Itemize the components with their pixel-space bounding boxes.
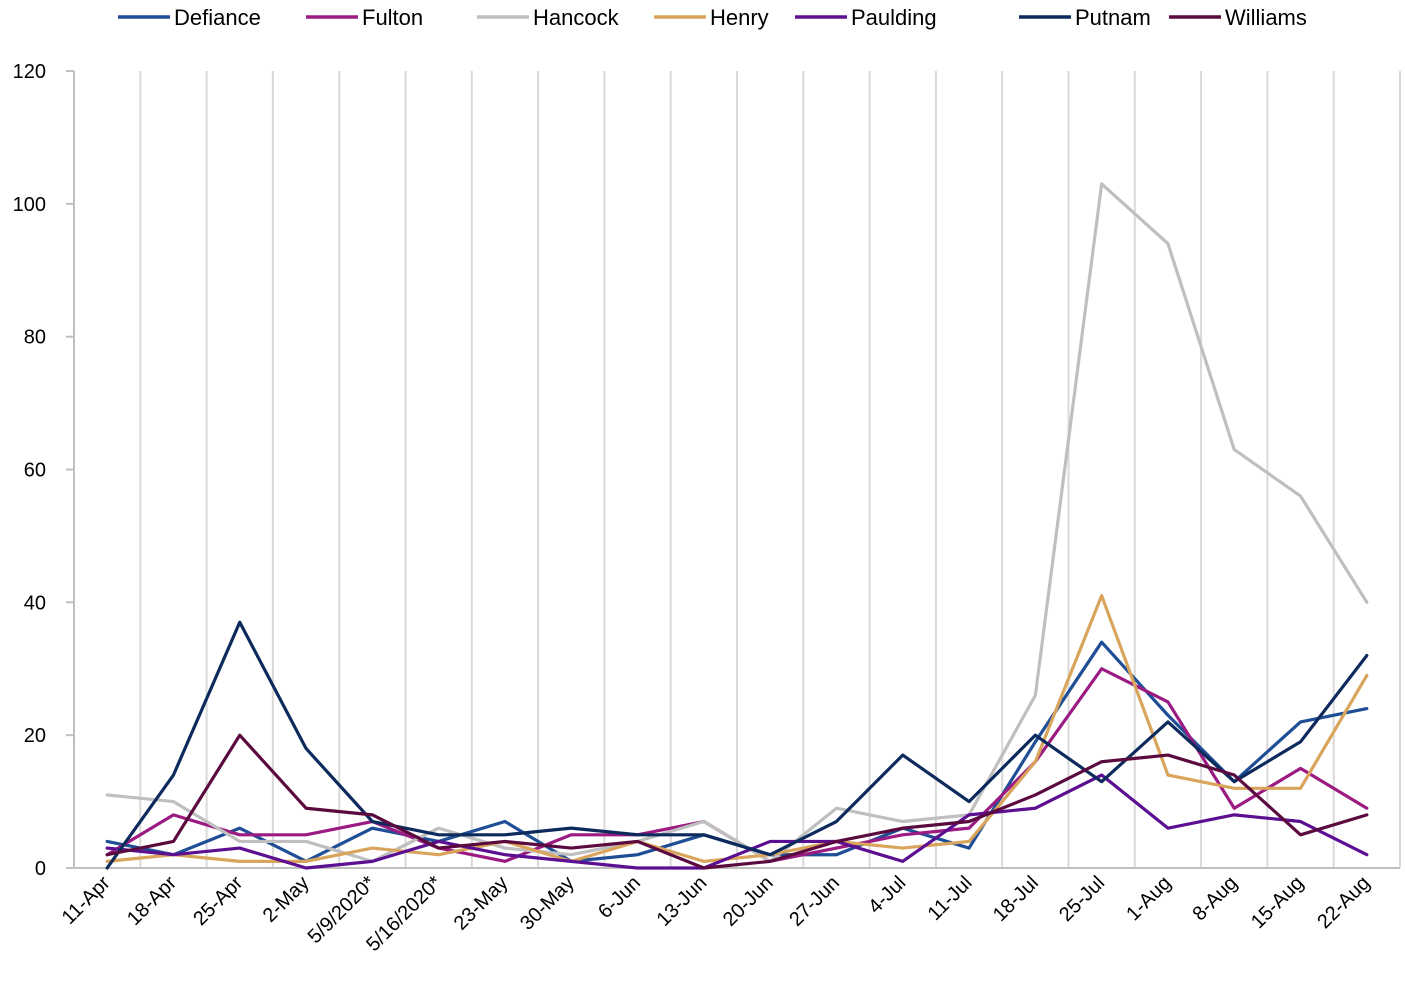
x-tick-label: 11-Apr <box>58 872 115 929</box>
series-line-paulding <box>105 773 1369 870</box>
legend-item-paulding[interactable]: Paulding <box>795 5 937 30</box>
y-tick-label: 80 <box>24 327 46 349</box>
x-tick-label: 15-Aug <box>1247 872 1308 933</box>
legend-item-henry[interactable]: Henry <box>654 5 769 30</box>
x-tick-label: 23-May <box>450 872 513 935</box>
y-tick-label: 120 <box>13 61 46 83</box>
legend-label: Williams <box>1225 5 1307 30</box>
x-tick-label: 25-Jul <box>1055 872 1109 926</box>
legend: Defiance Fulton Hancock Henry Paulding Putnam… <box>118 5 1307 30</box>
legend-item-defiance[interactable]: Defiance <box>118 5 261 30</box>
x-tick-label: 30-May <box>516 872 579 935</box>
x-tick-label: 1-Aug <box>1122 872 1175 925</box>
series-line-williams <box>105 733 1369 870</box>
y-tick-label: 60 <box>24 460 46 482</box>
x-tick-label: 11-Jul <box>924 872 977 925</box>
y-tick-label: 100 <box>13 194 46 216</box>
legend-label: Defiance <box>174 5 261 30</box>
y-tick-label: 0 <box>35 858 46 880</box>
legend-item-williams[interactable]: Williams <box>1169 5 1307 30</box>
x-tick-label: 13-Jun <box>653 872 712 931</box>
legend-label: Paulding <box>851 5 937 30</box>
x-tick-label: 4-Jul <box>864 872 910 918</box>
x-tick-label: 18-Jul <box>989 872 1043 926</box>
x-tick-label: 8-Aug <box>1188 872 1241 925</box>
series-line-henry <box>105 594 1369 863</box>
legend-label: Fulton <box>362 5 423 30</box>
y-tick-label: 40 <box>24 592 46 614</box>
x-tick-label: 6-Jun <box>594 872 645 923</box>
x-tick-label: 25-Apr <box>189 872 247 930</box>
x-tick-label: 18-Apr <box>123 872 181 930</box>
series-lines <box>105 182 1369 870</box>
x-tick-label: 20-Jun <box>719 872 778 931</box>
y-tick-label: 20 <box>24 725 46 747</box>
legend-item-fulton[interactable]: Fulton <box>306 5 423 30</box>
legend-label: Hancock <box>533 5 620 30</box>
x-tick-label: 27-Jun <box>785 872 844 931</box>
gridlines <box>139 71 1401 868</box>
series-line-putnam <box>105 620 1369 870</box>
series-line-hancock <box>105 182 1369 863</box>
legend-label: Henry <box>710 5 769 30</box>
legend-item-hancock[interactable]: Hancock <box>477 5 620 30</box>
legend-label: Putnam <box>1075 5 1151 30</box>
x-tick-label: 2-May <box>259 872 314 927</box>
legend-item-putnam[interactable]: Putnam <box>1019 5 1151 30</box>
x-tick-label: 22-Aug <box>1313 872 1374 933</box>
